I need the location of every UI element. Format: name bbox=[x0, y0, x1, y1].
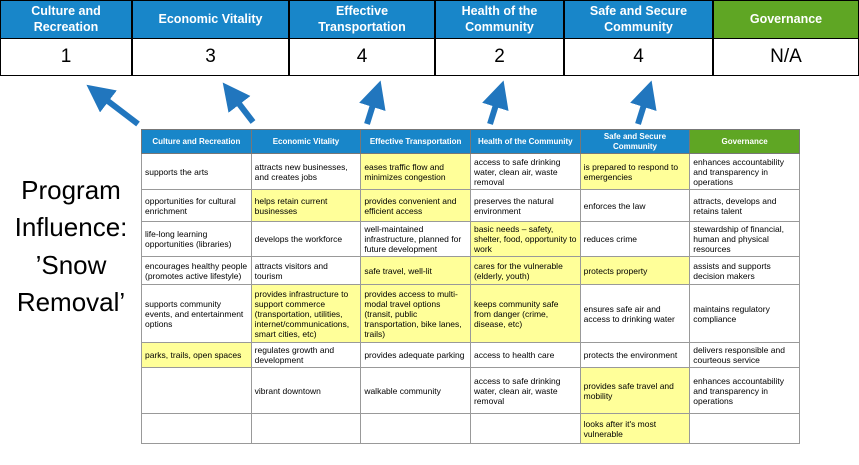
matrix-cell: looks after it's most vulnerable bbox=[579, 413, 691, 445]
matrix-cell: well-maintained infrastructure, planned … bbox=[360, 221, 471, 258]
matrix-cell bbox=[141, 413, 252, 445]
matrix-column-header: Governance bbox=[689, 128, 800, 155]
matrix-cell: stewardship of financial, human and phys… bbox=[689, 221, 800, 258]
matrix-cell: cares for the vulnerable (elderly, youth… bbox=[469, 256, 581, 286]
matrix-cell: ensures safe air and access to drinking … bbox=[579, 284, 691, 344]
matrix-cell bbox=[141, 367, 252, 415]
matrix-cell: safe travel, well-lit bbox=[360, 256, 471, 286]
matrix-cell: reduces crime bbox=[579, 221, 691, 258]
pillar-header: Economic Vitality bbox=[133, 1, 288, 38]
matrix-cell: vibrant downtown bbox=[250, 367, 362, 415]
influence-arrows bbox=[86, 80, 657, 127]
matrix-cell: provides convenient and efficient access bbox=[360, 189, 471, 223]
table-row: vibrant downtown walkable community access… bbox=[141, 367, 800, 415]
influence-arrow bbox=[359, 80, 386, 125]
matrix-cell: provides adequate parking bbox=[360, 342, 471, 369]
score-banner: Culture and Recreation Economic Vitality E… bbox=[0, 0, 859, 76]
matrix-cell: life-long learning opportunities (librar… bbox=[141, 221, 252, 258]
matrix-column-header: Effective Transportation bbox=[360, 128, 471, 155]
pillar-score: 4 bbox=[565, 39, 712, 75]
matrix-cell bbox=[469, 413, 581, 445]
table-row: parks, trails, open spaces regulates grow… bbox=[141, 342, 800, 369]
program-influence-label: Program Influence: ’Snow Removal’ bbox=[14, 175, 128, 318]
table-row: life-long learning opportunities (librar… bbox=[141, 221, 800, 258]
matrix-cell: supports the arts bbox=[141, 153, 252, 191]
matrix-cell: opportunities for cultural enrichment bbox=[141, 189, 252, 223]
matrix-column-header: Health of the Community bbox=[469, 128, 581, 155]
matrix-cell: delivers responsible and courteous servi… bbox=[689, 342, 800, 369]
matrix-cell: preserves the natural environment bbox=[469, 189, 581, 223]
influence-arrow bbox=[482, 80, 509, 125]
pillar-score: 2 bbox=[436, 39, 563, 75]
matrix-cell: supports community events, and entertain… bbox=[141, 284, 252, 344]
matrix-cell bbox=[250, 413, 362, 445]
banner-header-row: Culture and Recreation Economic Vitality E… bbox=[1, 1, 858, 38]
table-row: encourages healthy people (promotes acti… bbox=[141, 256, 800, 286]
pillar-score: N/A bbox=[714, 39, 858, 75]
pillar-header: Governance bbox=[714, 1, 858, 38]
matrix-cell: eases traffic flow and minimizes congest… bbox=[360, 153, 471, 191]
matrix-cell: protects property bbox=[579, 256, 691, 286]
matrix-cell bbox=[689, 413, 800, 445]
matrix-table: Culture and Recreation Economic Vitality E… bbox=[141, 128, 800, 445]
matrix-cell: provides safe travel and mobility bbox=[579, 367, 691, 415]
matrix-cell: enforces the law bbox=[579, 189, 691, 223]
influence-arrow bbox=[630, 80, 657, 125]
matrix-cell: walkable community bbox=[360, 367, 471, 415]
matrix-cell: regulates growth and development bbox=[250, 342, 362, 369]
matrix-cell: maintains regulatory compliance bbox=[689, 284, 800, 344]
matrix-cell bbox=[360, 413, 471, 445]
matrix-body: supports the arts attracts new businesses… bbox=[141, 153, 800, 445]
matrix-cell: basic needs – safety, shelter, food, opp… bbox=[469, 221, 581, 258]
matrix-cell: access to safe drinking water, clean air… bbox=[469, 367, 581, 415]
matrix-cell: access to health care bbox=[469, 342, 581, 369]
matrix-cell: is prepared to respond to emergencies bbox=[579, 153, 691, 191]
matrix-cell: provides infrastructure to support comme… bbox=[250, 284, 362, 344]
matrix-cell: enhances accountability and transparency… bbox=[689, 153, 800, 191]
matrix-cell: attracts, develops and retains talent bbox=[689, 189, 800, 223]
matrix-cell: parks, trails, open spaces bbox=[141, 342, 252, 369]
matrix-header-row: Culture and Recreation Economic Vitality E… bbox=[141, 128, 800, 155]
table-row: supports the arts attracts new businesses… bbox=[141, 153, 800, 191]
matrix-cell: helps retain current businesses bbox=[250, 189, 362, 223]
matrix-cell: protects the environment bbox=[579, 342, 691, 369]
matrix-cell: attracts new businesses, and creates job… bbox=[250, 153, 362, 191]
pillar-score: 1 bbox=[1, 39, 131, 75]
influence-arrow bbox=[222, 82, 256, 124]
matrix-cell: develops the workforce bbox=[250, 221, 362, 258]
pillar-score: 4 bbox=[290, 39, 434, 75]
matrix-cell: encourages healthy people (promotes acti… bbox=[141, 256, 252, 286]
matrix-column-header: Safe and Secure Community bbox=[579, 128, 691, 155]
table-row: opportunities for cultural enrichment hel… bbox=[141, 189, 800, 223]
matrix-cell: assists and supports decision makers bbox=[689, 256, 800, 286]
influence-arrow bbox=[86, 84, 140, 127]
pillar-header: Effective Transportation bbox=[290, 1, 434, 38]
pillar-score: 3 bbox=[133, 39, 288, 75]
table-row: supports community events, and entertain… bbox=[141, 284, 800, 344]
matrix-column-header: Culture and Recreation bbox=[141, 128, 252, 155]
matrix-cell: attracts visitors and tourism bbox=[250, 256, 362, 286]
matrix-cell: access to safe drinking water, clean air… bbox=[469, 153, 581, 191]
pillar-header: Safe and Secure Community bbox=[565, 1, 712, 38]
matrix-cell: enhances accountability and transparency… bbox=[689, 367, 800, 415]
table-row: looks after it's most vulnerable bbox=[141, 413, 800, 445]
matrix-cell: provides access to multi-modal travel op… bbox=[360, 284, 471, 344]
pillar-header: Culture and Recreation bbox=[1, 1, 131, 38]
pillar-header: Health of the Community bbox=[436, 1, 563, 38]
banner-score-row: 1 3 4 2 4 N/A bbox=[1, 39, 858, 75]
matrix-cell: keeps community safe from danger (crime,… bbox=[469, 284, 581, 344]
matrix-column-header: Economic Vitality bbox=[250, 128, 362, 155]
